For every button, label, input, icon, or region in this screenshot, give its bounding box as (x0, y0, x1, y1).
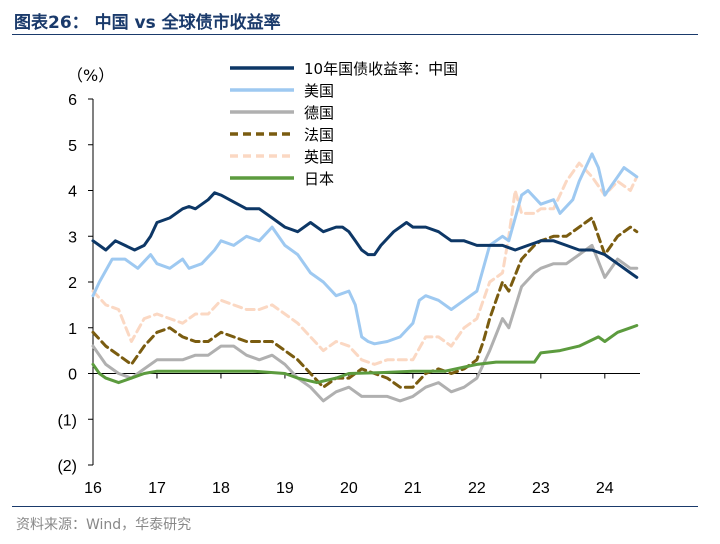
y-tick-label: 5 (68, 138, 77, 155)
x-tick-label: 19 (276, 480, 294, 497)
legend-label: 德国 (304, 104, 334, 122)
x-tick-label: 23 (532, 480, 550, 497)
legend-label: 日本 (304, 170, 334, 188)
x-tick-label: 22 (468, 480, 486, 497)
y-unit-label: （%） (67, 66, 114, 85)
y-tick-label: 2 (68, 275, 77, 292)
source-note: 资料来源：Wind，华泰研究 (16, 517, 192, 533)
legend-label: 美国 (304, 82, 334, 100)
y-tick-label: 6 (68, 92, 77, 109)
series-line-5 (91, 324, 639, 385)
source-divider (12, 506, 698, 507)
x-tick-label: 20 (340, 480, 358, 497)
series-line-0 (91, 191, 639, 279)
legend-label: 10年国债收益率：中国 (304, 60, 458, 78)
x-tick-label: 18 (212, 480, 230, 497)
series-line-2 (91, 243, 639, 403)
x-tick-label: 24 (596, 480, 614, 497)
x-tick-label: 17 (148, 480, 166, 497)
x-tick-label: 16 (84, 480, 102, 497)
x-tick-label: 21 (404, 480, 422, 497)
series-line-4 (91, 161, 639, 366)
y-tick-label: 3 (68, 229, 77, 246)
y-tick-label: 4 (68, 184, 77, 201)
legend-label: 英国 (304, 148, 334, 166)
series-line-1 (91, 152, 639, 346)
chart-lines (91, 152, 639, 403)
y-tick-label: (2) (57, 458, 77, 475)
title-divider (12, 34, 698, 35)
chart-title: 图表26： 中国 vs 全球债市收益率 (14, 13, 281, 33)
legend-label: 法国 (304, 126, 334, 144)
y-tick-label: (1) (57, 412, 77, 429)
y-tick-label: 1 (68, 321, 77, 338)
y-tick-label: 0 (68, 367, 77, 384)
